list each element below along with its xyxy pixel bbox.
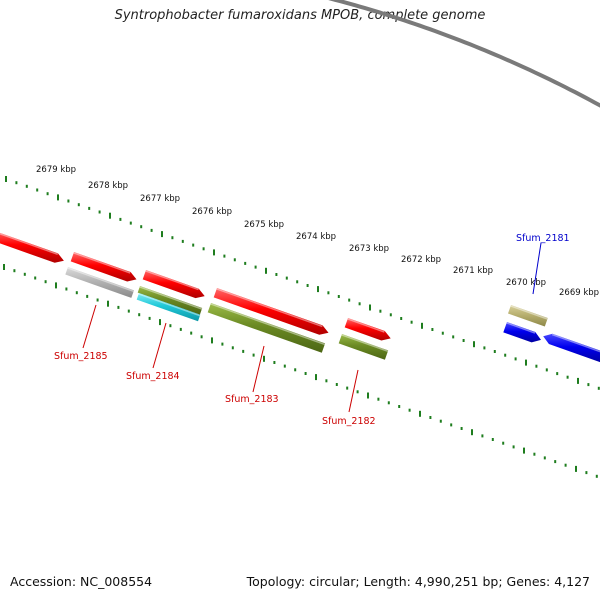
gene-arrow-sfum-2180-highlight xyxy=(551,333,600,353)
cog-bar-sfum-2183 xyxy=(207,303,326,353)
cog-bar-sfum-2184 xyxy=(137,286,203,315)
gene-label[interactable]: Sfum_2182 xyxy=(322,416,376,427)
gene-label-leader xyxy=(348,369,359,413)
gene-arrow-sfum-2184-highlight xyxy=(145,270,199,291)
inner-tick-ring xyxy=(3,264,598,478)
scale-label: 2672 kbp xyxy=(401,255,441,265)
gene-arrow-sfum-2186 xyxy=(0,232,64,263)
gene-arrow-sfum-2183-highlight xyxy=(216,288,323,328)
gene-label[interactable]: Sfum_2181 xyxy=(516,233,570,244)
cog-bar-sfum-2182 xyxy=(338,334,389,360)
gene-labels: Sfum_2185 Sfum_2184 Sfum_2183 Sfum_2182 Sfum… xyxy=(54,233,570,427)
gene-arrow-sfum-2182-highlight xyxy=(347,318,385,333)
cog-bar-sfum-2181-highlight xyxy=(510,305,548,320)
scale-label: 2673 kbp xyxy=(349,244,389,254)
cog-bar-sfum-2184-b-highlight xyxy=(138,293,201,317)
cog-bar-sfum-2181 xyxy=(508,305,548,327)
map-title: Syntrophobacter fumaroxidans MPOB, compl… xyxy=(114,8,486,23)
genome-backbone xyxy=(328,0,600,108)
gene-label-leader xyxy=(532,242,542,295)
cog-bar-sfum-2184-highlight xyxy=(139,286,203,310)
gene-arrow-sfum-2180 xyxy=(543,333,600,363)
gene-arrow-sfum-2185-highlight xyxy=(73,252,131,274)
gene-arrow-sfum-2186-highlight xyxy=(0,233,58,256)
cog-bar-sfum-2183-highlight xyxy=(210,303,326,346)
accession-text: Accession: NC_008554 xyxy=(10,574,153,589)
cog-bar-sfum-2182-highlight xyxy=(341,334,389,353)
scale-label: 2676 kbp xyxy=(192,207,232,217)
gene-features xyxy=(0,232,600,363)
gene-label[interactable]: Sfum_2185 xyxy=(54,351,108,362)
scale-labels: 2679 kbp 2678 kbp 2677 kbp 2676 kbp 2675 kbp… xyxy=(36,165,599,298)
cog-bar-sfum-2184-b xyxy=(136,293,201,322)
scale-label: 2671 kbp xyxy=(453,266,493,276)
gene-arrow-sfum-2181 xyxy=(503,322,541,343)
scale-label: 2679 kbp xyxy=(36,165,76,175)
scale-label: 2674 kbp xyxy=(296,232,336,242)
scale-label: 2675 kbp xyxy=(244,220,284,230)
genome-summary-text: Topology: circular; Length: 4,990,251 bp… xyxy=(246,574,590,589)
gene-label[interactable]: Sfum_2184 xyxy=(126,371,180,382)
gene-label-leader xyxy=(82,304,97,349)
gene-arrow-sfum-2184 xyxy=(142,270,205,299)
gene-arrow-sfum-2183 xyxy=(213,288,329,335)
gene-label-leader xyxy=(152,322,167,369)
scale-label: 2678 kbp xyxy=(88,181,128,191)
cog-bar-sfum-2185 xyxy=(65,267,134,298)
outer-tick-ring xyxy=(5,176,600,390)
gene-label[interactable]: Sfum_2183 xyxy=(225,394,279,405)
gene-arrow-sfum-2181-highlight xyxy=(506,322,536,334)
scale-label: 2669 kbp xyxy=(559,288,599,298)
scale-label: 2677 kbp xyxy=(140,194,180,204)
cog-bar-sfum-2185-highlight xyxy=(67,267,134,293)
scale-label: 2670 kbp xyxy=(506,278,546,288)
gene-label-leader xyxy=(252,345,265,393)
gene-arrow-sfum-2185 xyxy=(70,252,137,282)
gene-arrow-sfum-2182 xyxy=(344,318,391,341)
